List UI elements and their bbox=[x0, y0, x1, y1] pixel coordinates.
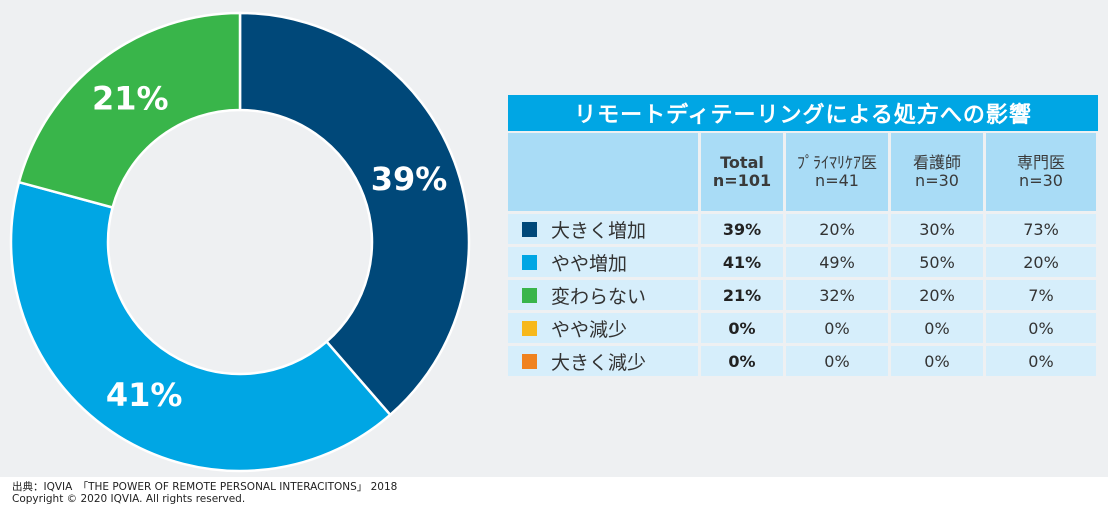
header-primary-care-n: n=41 bbox=[815, 171, 859, 190]
row-label-cell: 大きく増加 bbox=[508, 214, 698, 244]
table-cell: 0% bbox=[891, 313, 983, 343]
table-row: やや減少 0% 0% 0% 0% bbox=[508, 313, 1098, 343]
table-cell: 0% bbox=[986, 346, 1096, 376]
table-cell: 20% bbox=[786, 214, 888, 244]
table-cell: 20% bbox=[891, 280, 983, 310]
table-cell: 50% bbox=[891, 247, 983, 277]
legend-swatch bbox=[522, 320, 537, 336]
row-label-cell: 大きく減少 bbox=[508, 346, 698, 376]
table-cell: 41% bbox=[701, 247, 783, 277]
table-cell: 49% bbox=[786, 247, 888, 277]
header-total: Total n=101 bbox=[701, 133, 783, 211]
donut-chart: 39% 41% 21% bbox=[9, 11, 471, 473]
table-header: Total n=101 ﾌﾟﾗｲﾏﾘｹｱ医 n=41 看護師 n=30 専門医 … bbox=[508, 133, 1098, 211]
table-row: 大きく増加 39% 20% 30% 73% bbox=[508, 214, 1098, 244]
slice-label: 41% bbox=[106, 376, 183, 414]
table-cell: 0% bbox=[701, 313, 783, 343]
table-cell: 30% bbox=[891, 214, 983, 244]
table-cell: 0% bbox=[786, 346, 888, 376]
header-primary-care: ﾌﾟﾗｲﾏﾘｹｱ医 n=41 bbox=[786, 133, 888, 211]
header-specialist-n: n=30 bbox=[1019, 171, 1063, 190]
table-cell: 0% bbox=[786, 313, 888, 343]
row-label: 大きく増加 bbox=[551, 219, 647, 242]
table-cell: 20% bbox=[986, 247, 1096, 277]
copyright-text: Copyright © 2020 IQVIA. All rights reser… bbox=[12, 493, 246, 505]
table-row: 変わらない 21% 32% 20% 7% bbox=[508, 280, 1098, 310]
table-cell: 7% bbox=[986, 280, 1096, 310]
row-label-cell: やや減少 bbox=[508, 313, 698, 343]
table-cell: 39% bbox=[701, 214, 783, 244]
row-label-cell: 変わらない bbox=[508, 280, 698, 310]
header-nurse-label: 看護師 bbox=[912, 153, 961, 172]
impact-table: リモートディテーリングによる処方への影響 Total n=101 ﾌﾟﾗｲﾏﾘｹ… bbox=[508, 95, 1098, 376]
legend-swatch bbox=[522, 287, 537, 303]
row-label: やや減少 bbox=[551, 318, 628, 341]
donut-slice bbox=[238, 11, 471, 417]
table-cell: 0% bbox=[986, 313, 1096, 343]
header-nurse-n: n=30 bbox=[915, 171, 959, 190]
header-primary-care-label: ﾌﾟﾗｲﾏﾘｹｱ医 bbox=[796, 153, 877, 172]
row-label: 大きく減少 bbox=[551, 351, 647, 374]
header-specialist: 専門医 n=30 bbox=[986, 133, 1096, 211]
header-total-label: Total bbox=[720, 153, 764, 172]
table-cell: 21% bbox=[701, 280, 783, 310]
table-title: リモートディテーリングによる処方への影響 bbox=[508, 95, 1098, 131]
header-nurse: 看護師 n=30 bbox=[891, 133, 983, 211]
slice-label: 39% bbox=[371, 160, 448, 198]
legend-swatch bbox=[522, 254, 537, 270]
donut-slice bbox=[17, 11, 242, 210]
row-label: やや増加 bbox=[551, 252, 628, 275]
slice-label: 21% bbox=[92, 80, 169, 118]
legend-swatch bbox=[522, 221, 537, 237]
table-cell: 0% bbox=[701, 346, 783, 376]
table-cell: 73% bbox=[986, 214, 1096, 244]
row-label-cell: やや増加 bbox=[508, 247, 698, 277]
legend-swatch bbox=[522, 353, 537, 369]
table-body: 大きく増加 39% 20% 30% 73% やや増加 41% 49% 50% 20% 変わらない 21… bbox=[508, 214, 1098, 376]
row-label: 変わらない bbox=[551, 285, 647, 308]
header-total-n: n=101 bbox=[712, 171, 772, 190]
donut-slice bbox=[9, 180, 392, 473]
table-cell: 0% bbox=[891, 346, 983, 376]
table-cell: 32% bbox=[786, 280, 888, 310]
source-text: 出典：IQVIA 「THE POWER OF REMOTE PERSONAL I… bbox=[12, 481, 398, 493]
table-row: やや増加 41% 49% 50% 20% bbox=[508, 247, 1098, 277]
header-blank bbox=[508, 133, 698, 211]
header-specialist-label: 専門医 bbox=[1016, 153, 1065, 172]
table-row: 大きく減少 0% 0% 0% 0% bbox=[508, 346, 1098, 376]
